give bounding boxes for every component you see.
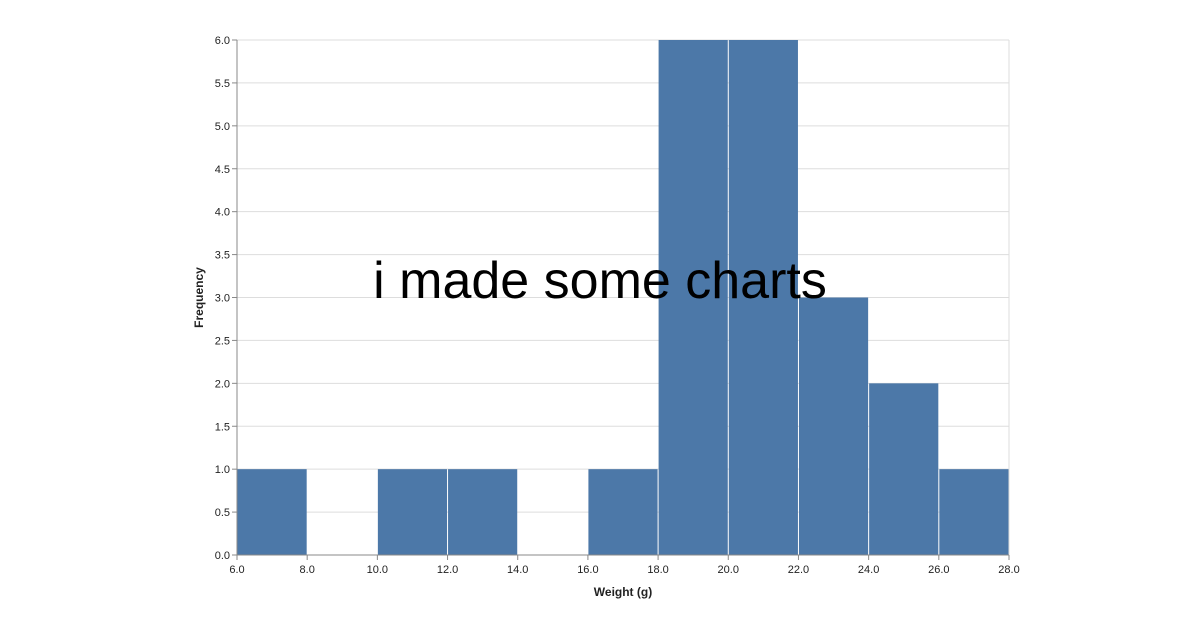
gridlines bbox=[237, 39, 1010, 556]
x-tick-label: 8.0 bbox=[300, 564, 315, 576]
y-tick-label: 5.5 bbox=[215, 78, 230, 90]
y-tick-label: 2.0 bbox=[215, 378, 230, 390]
histogram-bar bbox=[939, 469, 1009, 555]
y-tick-label: 3.5 bbox=[215, 250, 230, 262]
x-tick-label: 26.0 bbox=[928, 564, 949, 576]
y-tick-label: 4.0 bbox=[215, 207, 230, 219]
histogram-bar bbox=[588, 469, 658, 555]
histogram-bar bbox=[728, 40, 798, 555]
x-axis-title: Weight (g) bbox=[594, 585, 652, 599]
x-tick-label: 18.0 bbox=[647, 564, 668, 576]
x-tick-label: 10.0 bbox=[367, 564, 388, 576]
histogram-bar bbox=[237, 469, 307, 555]
histogram-bar bbox=[448, 469, 518, 555]
y-tick-label: 4.5 bbox=[215, 164, 230, 176]
y-axis-title: Frequency bbox=[192, 267, 206, 328]
x-tick-label: 16.0 bbox=[577, 564, 598, 576]
x-tick-label: 6.0 bbox=[229, 564, 244, 576]
histogram-bar bbox=[869, 383, 939, 555]
y-tick-label: 6.0 bbox=[215, 35, 230, 47]
x-tick-label: 24.0 bbox=[858, 564, 879, 576]
y-tick-label: 5.0 bbox=[215, 121, 230, 133]
x-tick-label: 22.0 bbox=[788, 564, 809, 576]
x-tick-label: 20.0 bbox=[718, 564, 739, 576]
histogram-bar bbox=[798, 297, 869, 555]
y-tick-label: 2.5 bbox=[215, 335, 230, 347]
y-tick-label: 0.0 bbox=[215, 550, 230, 562]
x-tick-label: 12.0 bbox=[437, 564, 458, 576]
histogram-bar bbox=[377, 469, 448, 555]
x-tick-label: 14.0 bbox=[507, 564, 528, 576]
y-tick-label: 3.0 bbox=[215, 293, 230, 305]
y-tick-label: 0.5 bbox=[215, 507, 230, 519]
y-tick-label: 1.0 bbox=[215, 464, 230, 476]
histogram-bars bbox=[237, 40, 1009, 555]
histogram-bar bbox=[658, 40, 728, 555]
y-tick-label: 1.5 bbox=[215, 421, 230, 433]
x-tick-label: 28.0 bbox=[998, 564, 1019, 576]
axes: 0.0 0.5 1.0 1.5 2.0 2.5 3.0 3.5 4.0 4.5 5.0 5.5 6.0 6… bbox=[215, 35, 1020, 576]
